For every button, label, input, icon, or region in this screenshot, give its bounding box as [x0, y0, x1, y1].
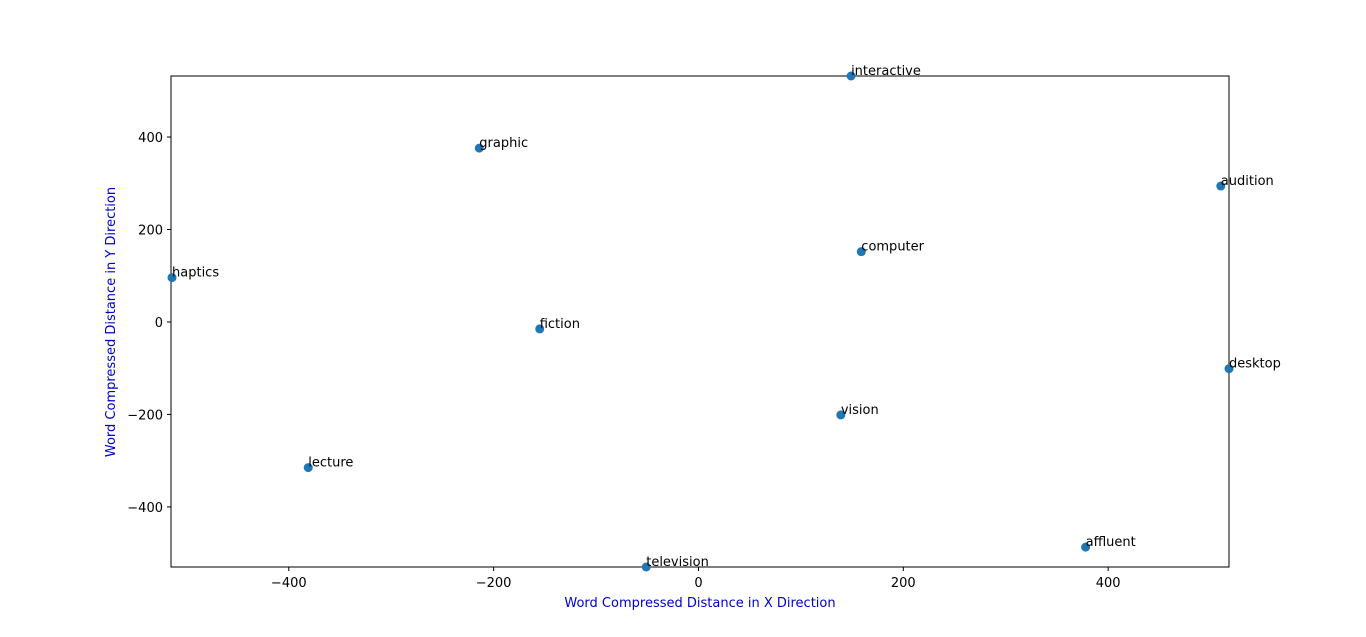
scatter-point — [836, 410, 846, 420]
point-label: affluent — [1086, 535, 1136, 550]
point-label: computer — [861, 240, 924, 255]
point-label: desktop — [1229, 357, 1281, 372]
scatter-point — [303, 463, 313, 473]
scatter-point — [474, 143, 484, 153]
axis-ticks: −400 −200 0 200 400 −400 −200 0 200 400 — [127, 131, 1120, 591]
point-label: vision — [841, 403, 879, 418]
x-tick-label: 0 — [694, 576, 702, 591]
data-points: interactive graphic audition computer haptic… — [167, 64, 1281, 572]
point-label: fiction — [540, 317, 580, 332]
point-label: lecture — [308, 456, 353, 471]
y-tick-label: −400 — [127, 501, 163, 516]
scatter-point — [856, 247, 866, 257]
y-axis-title: Word Compressed Distance in Y Direction — [104, 187, 119, 457]
scatter-point — [641, 562, 651, 572]
y-tick-label: −200 — [127, 408, 163, 423]
x-tick-label: −400 — [271, 576, 307, 591]
scatter-point — [167, 273, 177, 283]
point-label: television — [646, 555, 709, 570]
scatter-point — [1216, 181, 1226, 191]
x-tick-label: 200 — [891, 576, 916, 591]
scatter-point — [1081, 542, 1091, 552]
point-label: haptics — [172, 266, 219, 281]
x-tick-label: 400 — [1096, 576, 1121, 591]
point-label: interactive — [851, 64, 921, 79]
y-tick-label: 200 — [138, 223, 163, 238]
scatter-point — [846, 71, 856, 81]
scatter-point — [535, 324, 545, 334]
x-tick-label: −200 — [476, 576, 512, 591]
scatter-point — [1224, 364, 1234, 374]
x-axis-title: Word Compressed Distance in X Direction — [564, 596, 835, 611]
point-label: audition — [1221, 174, 1274, 189]
y-tick-label: 400 — [138, 131, 163, 146]
y-tick-label: 0 — [155, 316, 163, 331]
point-label: graphic — [479, 136, 528, 151]
plot-area — [170, 75, 1230, 568]
